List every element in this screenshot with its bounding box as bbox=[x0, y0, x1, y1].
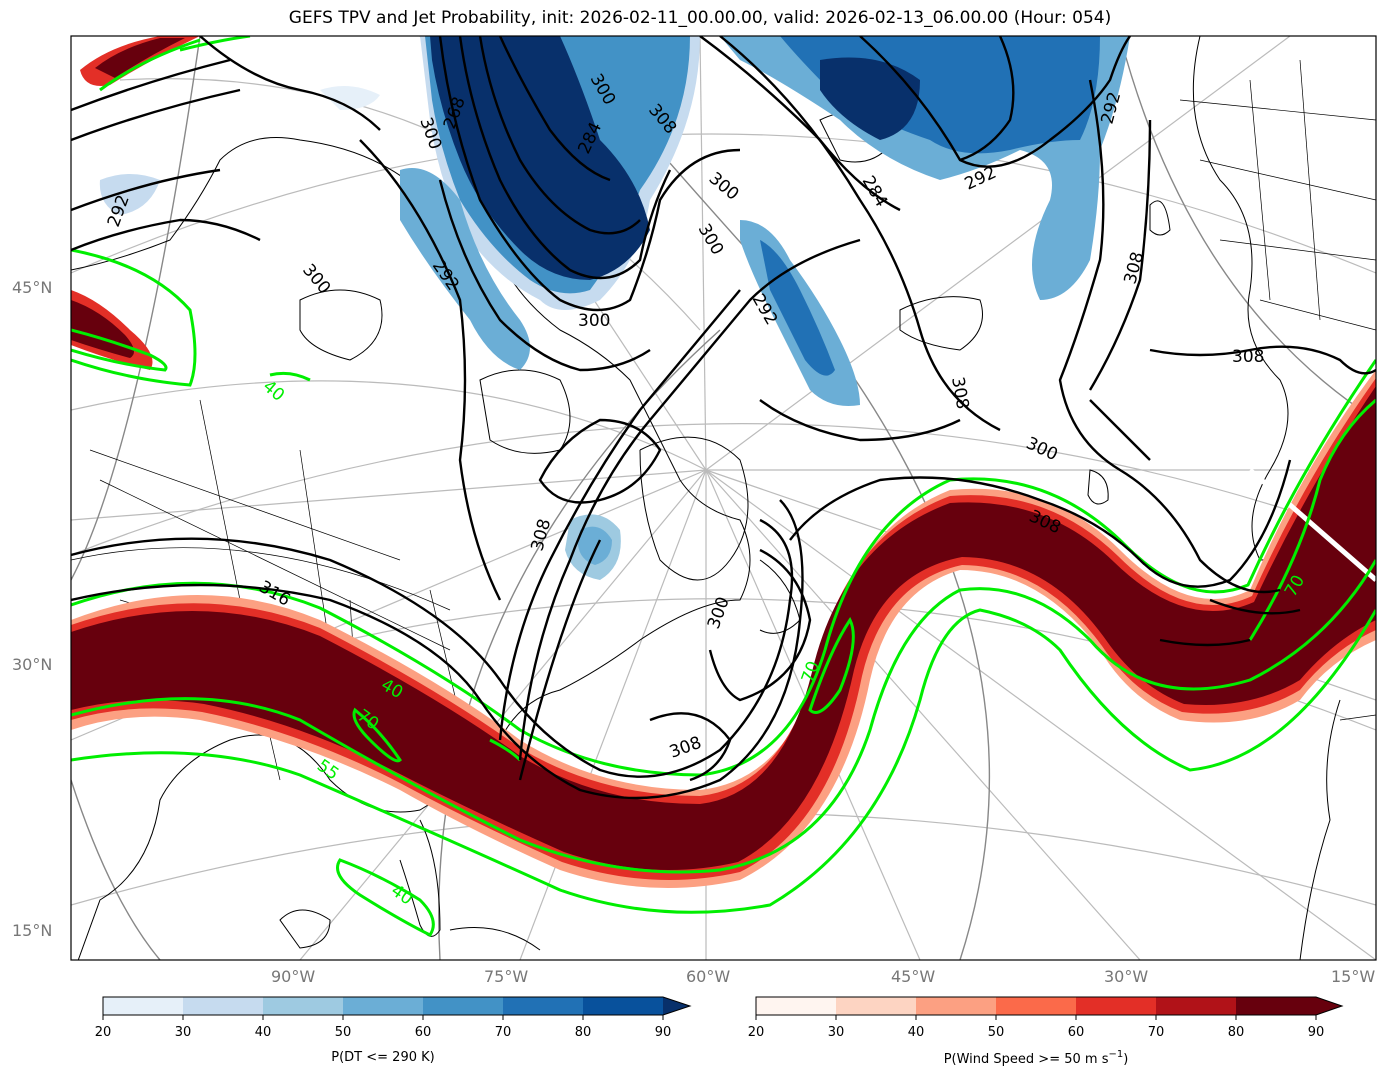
lat-label-15n: 15°N bbox=[12, 921, 52, 940]
wind-contours bbox=[71, 36, 1376, 937]
colorbar-jet-swatch bbox=[1316, 997, 1343, 1015]
colorbar-jet-tick-label: 30 bbox=[828, 1025, 845, 1040]
colorbar-jet-tick-label: 90 bbox=[1308, 1025, 1325, 1040]
colorbar-tpv-tick-label: 40 bbox=[255, 1025, 272, 1040]
lat-label-30n: 30°N bbox=[12, 655, 52, 674]
colorbar-tpv-swatch bbox=[663, 997, 690, 1015]
dt-contour-label: 308 bbox=[1232, 347, 1264, 367]
colorbar-jet-tick-label: 80 bbox=[1228, 1025, 1245, 1040]
colorbar-tpv-tick-label: 60 bbox=[415, 1025, 432, 1040]
tpv-probability-shading bbox=[99, 36, 1130, 580]
colorbar-jet-swatch bbox=[916, 997, 997, 1015]
colorbar-tpv-tick-label: 70 bbox=[495, 1025, 512, 1040]
map-panel: 300 308 284 292 300 284 292 292 300 308 … bbox=[71, 36, 1376, 960]
colorbar-jet-swatch bbox=[1076, 997, 1157, 1015]
colorbar-tpv-tick-label: 50 bbox=[335, 1025, 352, 1040]
colorbar-tpv: 20 30 40 50 60 70 80 90 P(DT <= 290 K) bbox=[95, 996, 692, 1065]
shading-artifact bbox=[1248, 468, 1376, 582]
colorbar-jet-swatch bbox=[1236, 997, 1317, 1015]
colorbar-tpv-swatch bbox=[343, 997, 424, 1015]
colorbar-tpv-swatch bbox=[103, 997, 184, 1015]
colorbar-jet-tick-label: 40 bbox=[908, 1025, 925, 1040]
lon-label-30w: 30°W bbox=[1104, 967, 1148, 986]
colorbar-tpv-tick-label: 30 bbox=[175, 1025, 192, 1040]
colorbar-tpv-swatch bbox=[503, 997, 584, 1015]
colorbar-tpv-swatch bbox=[583, 997, 664, 1015]
colorbar-tpv-tick-label: 80 bbox=[575, 1025, 592, 1040]
colorbar-jet-swatch bbox=[836, 997, 917, 1015]
colorbar-jet-tick-label: 60 bbox=[1068, 1025, 1085, 1040]
colorbar-jet-label: P(Wind Speed >= 50 m s−1) bbox=[944, 1049, 1129, 1067]
colorbar-jet-tick-label: 70 bbox=[1148, 1025, 1165, 1040]
map-title: GEFS TPV and Jet Probability, init: 2026… bbox=[288, 8, 1112, 28]
dt-contours bbox=[71, 36, 1376, 800]
dt-contour-label: 300 bbox=[578, 311, 610, 331]
colorbar-jet: 20 30 40 50 60 70 80 90 P(Wind Speed >= 50 m s−… bbox=[748, 996, 1344, 1067]
colorbar-jet-swatch bbox=[1156, 997, 1237, 1015]
lon-label-90w: 90°W bbox=[271, 967, 315, 986]
colorbar-tpv-swatch bbox=[183, 997, 264, 1015]
colorbar-tpv-tick-label: 20 bbox=[95, 1025, 112, 1040]
lon-label-60w: 60°W bbox=[686, 967, 730, 986]
colorbar-jet-tick-label: 50 bbox=[988, 1025, 1005, 1040]
lon-label-75w: 75°W bbox=[484, 967, 528, 986]
colorbar-tpv-label: P(DT <= 290 K) bbox=[331, 1050, 434, 1065]
lon-label-15w: 15°W bbox=[1331, 967, 1375, 986]
colorbar-tpv-tick-label: 90 bbox=[655, 1025, 672, 1040]
colorbar-jet-swatch bbox=[756, 997, 837, 1015]
lat-label-45n: 45°N bbox=[12, 278, 52, 297]
map-frame bbox=[70, 35, 1377, 961]
lon-label-45w: 45°W bbox=[891, 967, 935, 986]
colorbar-jet-swatch bbox=[996, 997, 1077, 1015]
colorbar-tpv-swatch bbox=[263, 997, 344, 1015]
colorbar-jet-tick-label: 20 bbox=[748, 1025, 765, 1040]
colorbar-tpv-swatch bbox=[423, 997, 504, 1015]
